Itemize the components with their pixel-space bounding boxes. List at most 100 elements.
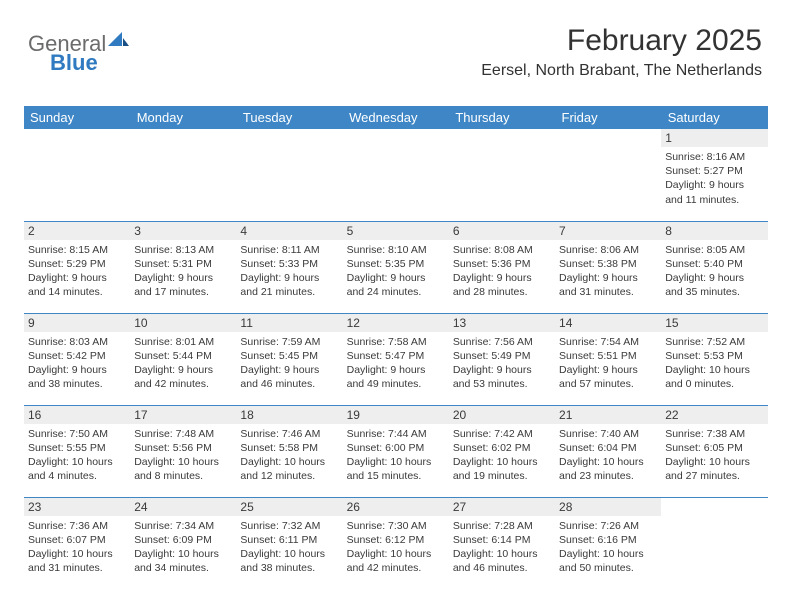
calendar-cell: 9 Sunrise: 8:03 AMSunset: 5:42 PMDaylight… [24, 313, 130, 405]
calendar-row: 23 Sunrise: 7:36 AMSunset: 6:07 PMDayligh… [24, 497, 768, 589]
day-info: Sunrise: 8:15 AMSunset: 5:29 PMDaylight:… [28, 243, 126, 300]
calendar-cell: 18Sunrise: 7:46 AMSunset: 5:58 PMDayligh… [236, 405, 342, 497]
calendar-cell [555, 129, 661, 221]
calendar-cell: 7 Sunrise: 8:06 AMSunset: 5:38 PMDaylight… [555, 221, 661, 313]
weekday-header: Friday [555, 106, 661, 129]
day-info: Sunrise: 7:40 AMSunset: 6:04 PMDaylight:… [559, 427, 657, 484]
calendar-cell: 10 Sunrise: 8:01 AMSunset: 5:44 PMDayligh… [130, 313, 236, 405]
calendar-row: 9 Sunrise: 8:03 AMSunset: 5:42 PMDaylight… [24, 313, 768, 405]
day-info: Sunrise: 7:34 AMSunset: 6:09 PMDaylight:… [134, 519, 232, 576]
day-info: Sunrise: 7:56 AMSunset: 5:49 PMDaylight:… [453, 335, 551, 392]
day-info: Sunrise: 8:06 AMSunset: 5:38 PMDaylight:… [559, 243, 657, 300]
day-number: 18 [236, 406, 342, 424]
day-info: Sunrise: 7:52 AMSunset: 5:53 PMDaylight:… [665, 335, 763, 392]
day-info: Sunrise: 7:26 AMSunset: 6:16 PMDaylight:… [559, 519, 657, 576]
day-number: 25 [236, 498, 342, 516]
calendar-cell: 15 Sunrise: 7:52 AMSunset: 5:53 PMDayligh… [661, 313, 767, 405]
weekday-header: Monday [130, 106, 236, 129]
calendar-row: 1Sunrise: 8:16 AMSunset: 5:27 PMDaylight… [24, 129, 768, 221]
day-info: Sunrise: 8:03 AMSunset: 5:42 PMDaylight:… [28, 335, 126, 392]
day-number: 3 [130, 222, 236, 240]
calendar-cell: 12 Sunrise: 7:58 AMSunset: 5:47 PMDayligh… [343, 313, 449, 405]
day-info: Sunrise: 7:59 AMSunset: 5:45 PMDaylight:… [240, 335, 338, 392]
day-number: 21 [555, 406, 661, 424]
day-info: Sunrise: 7:28 AMSunset: 6:14 PMDaylight:… [453, 519, 551, 576]
logo-text-blue: Blue [50, 50, 98, 75]
day-number: 8 [661, 222, 767, 240]
calendar-cell [343, 129, 449, 221]
day-info: Sunrise: 7:38 AMSunset: 6:05 PMDaylight:… [665, 427, 763, 484]
day-number: 2 [24, 222, 130, 240]
calendar-cell: 5 Sunrise: 8:10 AMSunset: 5:35 PMDaylight… [343, 221, 449, 313]
calendar-body: 1Sunrise: 8:16 AMSunset: 5:27 PMDaylight… [24, 129, 768, 589]
logo-sail-icon [108, 28, 130, 54]
weekday-header-row: SundayMondayTuesdayWednesdayThursdayFrid… [24, 106, 768, 129]
calendar-cell: 26 Sunrise: 7:30 AMSunset: 6:12 PMDayligh… [343, 497, 449, 589]
calendar-cell: 16Sunrise: 7:50 AMSunset: 5:55 PMDayligh… [24, 405, 130, 497]
day-number: 20 [449, 406, 555, 424]
day-number: 15 [661, 314, 767, 332]
day-number: 14 [555, 314, 661, 332]
calendar-cell: 13 Sunrise: 7:56 AMSunset: 5:49 PMDayligh… [449, 313, 555, 405]
day-number: 23 [24, 498, 130, 516]
calendar-cell: 20 Sunrise: 7:42 AMSunset: 6:02 PMDayligh… [449, 405, 555, 497]
calendar-cell [449, 129, 555, 221]
calendar-cell: 1Sunrise: 8:16 AMSunset: 5:27 PMDaylight… [661, 129, 767, 221]
calendar-cell: 25Sunrise: 7:32 AMSunset: 6:11 PMDayligh… [236, 497, 342, 589]
calendar-cell: 22 Sunrise: 7:38 AMSunset: 6:05 PMDayligh… [661, 405, 767, 497]
title-block: February 2025 Eersel, North Brabant, The… [481, 24, 762, 80]
day-info: Sunrise: 7:36 AMSunset: 6:07 PMDaylight:… [28, 519, 126, 576]
day-number: 22 [661, 406, 767, 424]
calendar-cell [236, 129, 342, 221]
month-title: February 2025 [481, 24, 762, 58]
day-number: 9 [24, 314, 130, 332]
calendar-cell: 24 Sunrise: 7:34 AMSunset: 6:09 PMDayligh… [130, 497, 236, 589]
day-info: Sunrise: 8:05 AMSunset: 5:40 PMDaylight:… [665, 243, 763, 300]
day-number: 6 [449, 222, 555, 240]
calendar-cell: 11 Sunrise: 7:59 AMSunset: 5:45 PMDayligh… [236, 313, 342, 405]
calendar-cell: 19 Sunrise: 7:44 AMSunset: 6:00 PMDayligh… [343, 405, 449, 497]
calendar-cell: 14 Sunrise: 7:54 AMSunset: 5:51 PMDayligh… [555, 313, 661, 405]
day-number: 24 [130, 498, 236, 516]
calendar-cell [130, 129, 236, 221]
day-info: Sunrise: 7:48 AMSunset: 5:56 PMDaylight:… [134, 427, 232, 484]
calendar-cell: 28Sunrise: 7:26 AMSunset: 6:16 PMDayligh… [555, 497, 661, 589]
calendar-cell [24, 129, 130, 221]
day-info: Sunrise: 7:54 AMSunset: 5:51 PMDaylight:… [559, 335, 657, 392]
weekday-header: Tuesday [236, 106, 342, 129]
day-number: 7 [555, 222, 661, 240]
day-number: 5 [343, 222, 449, 240]
day-info: Sunrise: 7:30 AMSunset: 6:12 PMDaylight:… [347, 519, 445, 576]
calendar-table: SundayMondayTuesdayWednesdayThursdayFrid… [24, 106, 768, 589]
weekday-header: Thursday [449, 106, 555, 129]
day-number: 17 [130, 406, 236, 424]
day-number: 19 [343, 406, 449, 424]
calendar-cell: 6 Sunrise: 8:08 AMSunset: 5:36 PMDaylight… [449, 221, 555, 313]
day-info: Sunrise: 7:42 AMSunset: 6:02 PMDaylight:… [453, 427, 551, 484]
calendar-cell: 17 Sunrise: 7:48 AMSunset: 5:56 PMDayligh… [130, 405, 236, 497]
calendar-cell: 27 Sunrise: 7:28 AMSunset: 6:14 PMDayligh… [449, 497, 555, 589]
day-info: Sunrise: 7:50 AMSunset: 5:55 PMDaylight:… [28, 427, 126, 484]
weekday-header: Wednesday [343, 106, 449, 129]
day-info: Sunrise: 7:44 AMSunset: 6:00 PMDaylight:… [347, 427, 445, 484]
day-info: Sunrise: 8:08 AMSunset: 5:36 PMDaylight:… [453, 243, 551, 300]
day-number: 27 [449, 498, 555, 516]
day-number: 26 [343, 498, 449, 516]
calendar-row: 2 Sunrise: 8:15 AMSunset: 5:29 PMDaylight… [24, 221, 768, 313]
day-info: Sunrise: 8:16 AMSunset: 5:27 PMDaylight:… [665, 150, 763, 207]
calendar-cell [661, 497, 767, 589]
calendar-cell: 2 Sunrise: 8:15 AMSunset: 5:29 PMDaylight… [24, 221, 130, 313]
calendar-cell: 4Sunrise: 8:11 AMSunset: 5:33 PMDaylight… [236, 221, 342, 313]
day-info: Sunrise: 8:11 AMSunset: 5:33 PMDaylight:… [240, 243, 338, 300]
day-number: 10 [130, 314, 236, 332]
calendar-cell: 21 Sunrise: 7:40 AMSunset: 6:04 PMDayligh… [555, 405, 661, 497]
day-number: 12 [343, 314, 449, 332]
day-info: Sunrise: 7:58 AMSunset: 5:47 PMDaylight:… [347, 335, 445, 392]
day-info: Sunrise: 8:10 AMSunset: 5:35 PMDaylight:… [347, 243, 445, 300]
day-info: Sunrise: 8:01 AMSunset: 5:44 PMDaylight:… [134, 335, 232, 392]
day-number: 11 [236, 314, 342, 332]
day-number: 13 [449, 314, 555, 332]
calendar-cell: 3Sunrise: 8:13 AMSunset: 5:31 PMDaylight… [130, 221, 236, 313]
calendar-row: 16Sunrise: 7:50 AMSunset: 5:55 PMDayligh… [24, 405, 768, 497]
weekday-header: Sunday [24, 106, 130, 129]
